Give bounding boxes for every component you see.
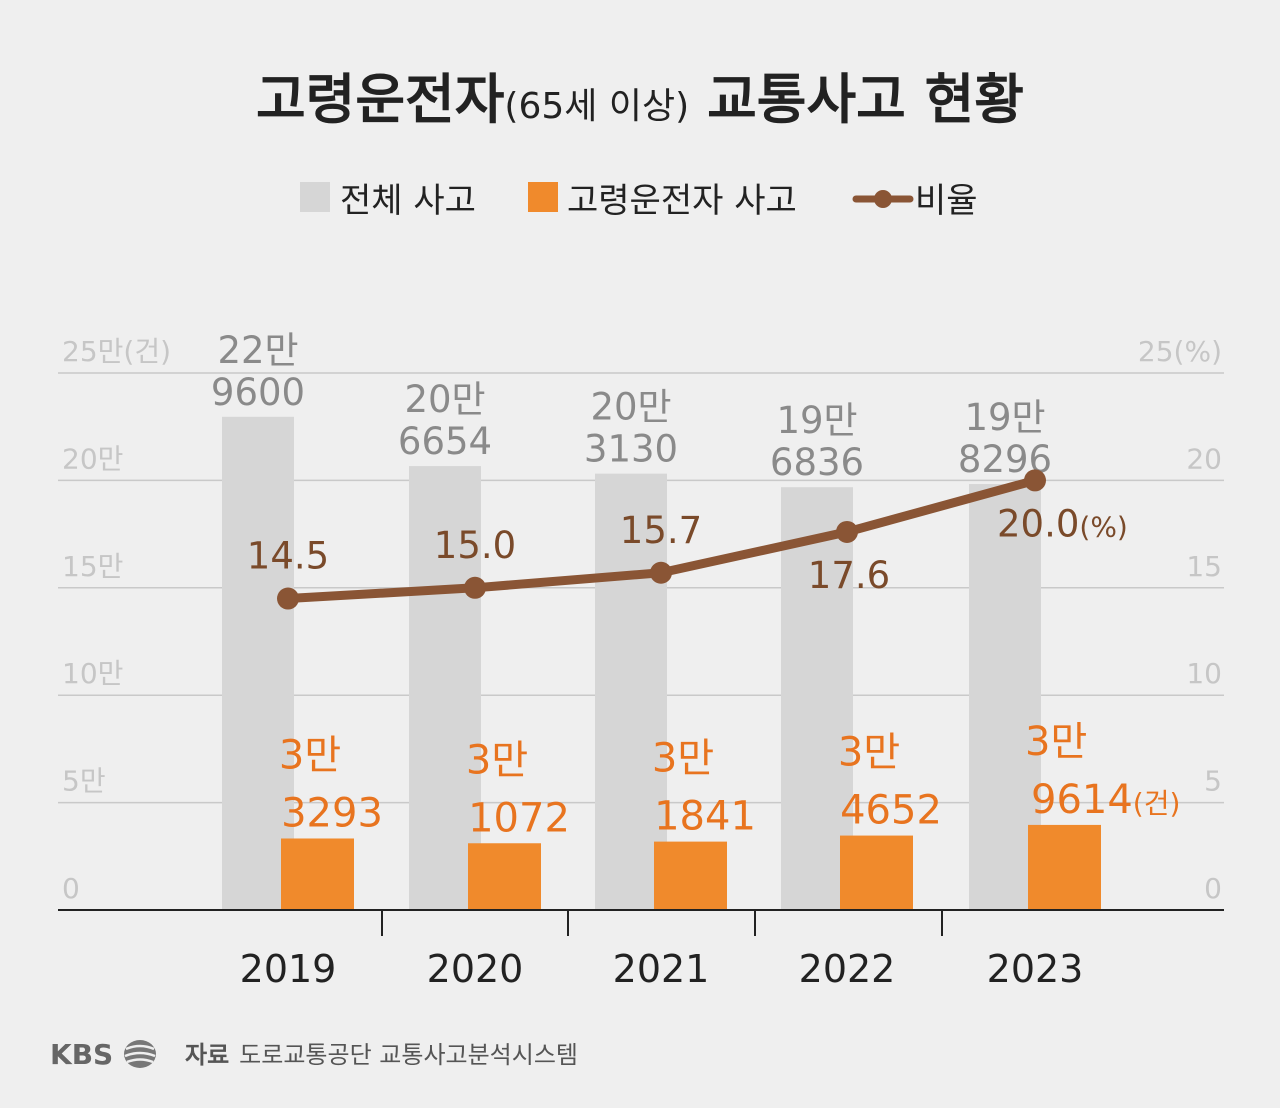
bar-elderly-label-line2: 1072 (468, 795, 570, 841)
y-left-tick-label: 15만 (62, 550, 123, 583)
title-main: 고령운전자 (256, 68, 505, 131)
legend-swatch-total (300, 182, 330, 212)
y-left-tick-label: 10만 (62, 657, 123, 690)
legend-label-elderly: 고령운전자 사고 (567, 181, 797, 221)
bar-total-label-line1: 19만 (964, 396, 1045, 439)
bar-elderly-label-line2: 3293 (281, 790, 383, 836)
y-left-tick-label: 0 (62, 872, 80, 905)
bar-total (409, 466, 481, 910)
bar-elderly (1028, 824, 1101, 910)
x-tick-label: 2020 (427, 947, 524, 991)
ratio-label: 14.5 (247, 535, 329, 578)
source-label: 자료 (185, 1041, 229, 1069)
x-axis: 2019 2020 2021 2022 2023 (58, 909, 1224, 991)
y-left-unit: (건) (123, 335, 171, 368)
bar-elderly-unit: (건) (1133, 787, 1181, 820)
ratio-line: 14.5 15.0 15.7 17.6 20.0(%) (247, 469, 1128, 610)
source-text: 도로교통공단 교통사고분석시스템 (239, 1041, 578, 1069)
bar-total-label-line2: 3130 (584, 428, 678, 471)
kbs-logo-icon (124, 1040, 156, 1068)
bar-total-label-line1: 20만 (590, 386, 671, 429)
legend: 전체 사고 고령운전자 사고 비율 (300, 181, 978, 221)
footer: KBS 자료 도로교통공단 교통사고분석시스템 (50, 1038, 578, 1071)
ratio-point (836, 520, 858, 543)
bar-total (222, 416, 294, 910)
bar-total-label-line2: 6836 (770, 441, 864, 484)
legend-label-total: 전체 사고 (340, 181, 476, 221)
ratio-label: 20.0(%) (997, 502, 1128, 545)
bar-elderly-label-line1: 3만 (279, 732, 341, 778)
y-right-unit: (%) (1174, 335, 1222, 368)
ratio-label: 15.7 (620, 509, 702, 552)
source: 자료 도로교통공단 교통사고분석시스템 (185, 1041, 578, 1069)
ratio-point (650, 561, 672, 584)
bar-elderly-label-line1: 3만 (652, 736, 714, 782)
bar-total-label-line1: 20만 (404, 378, 485, 421)
bar-total (595, 473, 667, 910)
bar-elderly (468, 843, 541, 910)
ratio-point (277, 587, 299, 610)
bar-elderly-label-line2: 9614(건) (1031, 777, 1180, 823)
bar-elderly-label-line2: 1841 (654, 794, 756, 840)
x-tick-label: 2023 (987, 947, 1084, 991)
y-left-tick-label: 20만 (62, 442, 123, 475)
y-right-tick-label: 5 (1204, 765, 1222, 798)
ratio-unit: (%) (1079, 510, 1127, 543)
y-left-tick-label: 25만(건) (62, 335, 171, 368)
bar-elderly-label-line1: 3만 (1025, 719, 1087, 765)
title-rest: 교통사고 현황 (707, 68, 1024, 131)
bar-total-label-line2: 6654 (398, 420, 492, 463)
legend-label-ratio: 비율 (915, 181, 978, 221)
y-right-tick-label: 15 (1186, 550, 1222, 583)
bar-elderly-label-line2: 4652 (840, 788, 942, 834)
bar-total-label-line2: 9600 (211, 371, 305, 414)
title-paren: (65세 이상) (504, 86, 689, 127)
ratio-label: 15.0 (434, 524, 516, 567)
y-left-tick-label: 5만 (62, 765, 106, 798)
x-tick-label: 2019 (240, 947, 337, 991)
bar-elderly-label-line1: 3만 (838, 730, 900, 776)
y-right-tick-label: 0 (1204, 872, 1222, 905)
kbs-logo-text: KBS (50, 1038, 113, 1071)
bar-total-label-line1: 22만 (217, 329, 298, 372)
left-axis: 0 5만 10만 15만 20만 25만(건) (62, 335, 171, 905)
right-axis: 0 5 10 15 20 25(%) (1138, 335, 1222, 905)
bar-elderly (840, 835, 913, 910)
legend-marker-ratio (874, 190, 892, 208)
ratio-point (464, 576, 486, 599)
ratio-label: 17.6 (808, 554, 890, 597)
y-right-tick-label: 25(%) (1138, 335, 1222, 368)
x-tick-label: 2022 (799, 947, 896, 991)
ratio-point (1024, 469, 1046, 492)
bar-total-label-line1: 19만 (776, 399, 857, 442)
bar-elderly (281, 838, 354, 910)
bar-elderly (654, 841, 727, 910)
bars (222, 416, 1101, 910)
y-right-tick-label: 10 (1186, 657, 1222, 690)
x-tick-label: 2021 (613, 947, 710, 991)
legend-swatch-elderly (528, 182, 558, 212)
y-right-tick-label: 20 (1186, 442, 1222, 475)
bar-labels: 22만96003만329320만66543만107220만31303만18411… (211, 329, 1180, 841)
chart-title: 고령운전자(65세 이상) 교통사고 현황 (256, 68, 1024, 131)
bar-elderly-label-line1: 3만 (466, 737, 528, 783)
